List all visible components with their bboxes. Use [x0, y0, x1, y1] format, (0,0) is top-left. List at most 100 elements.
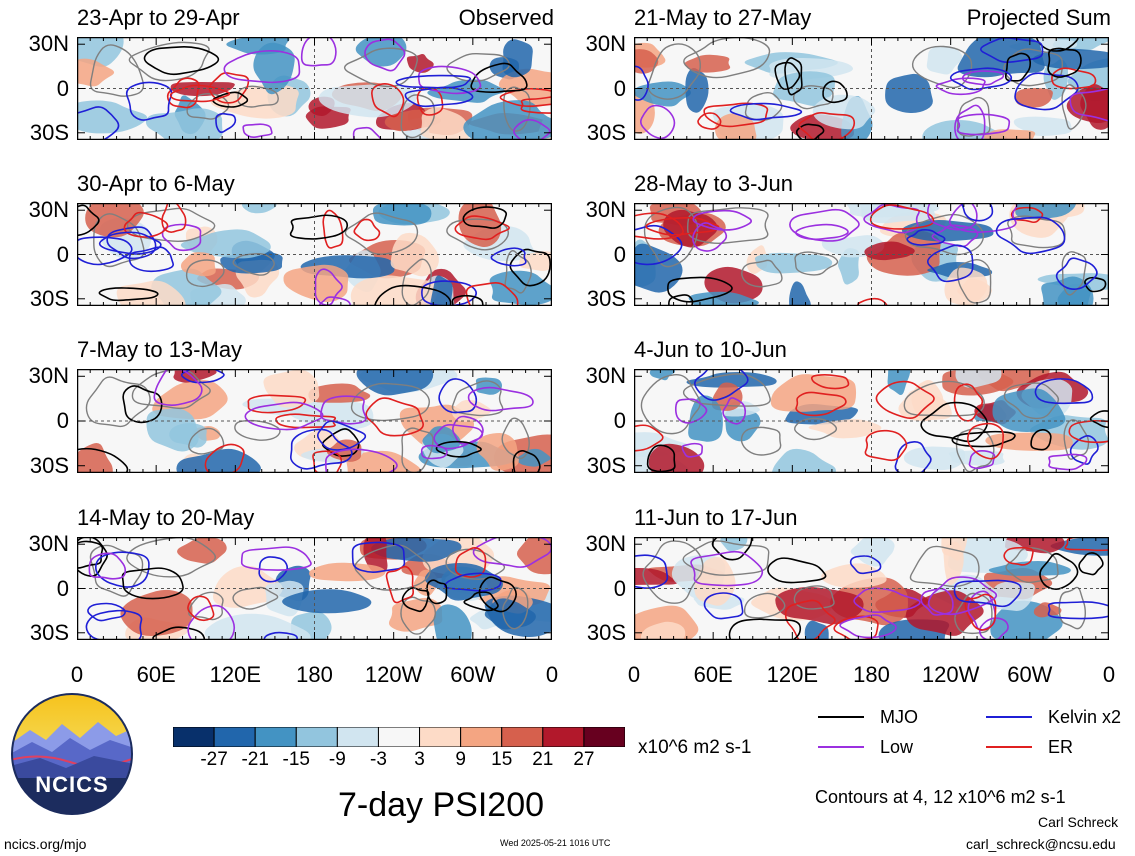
contour-line: [703, 592, 744, 620]
anomaly-region: [901, 220, 994, 242]
contour-line: [320, 395, 367, 425]
contour-line: [365, 397, 424, 437]
colorbar-tick-label: 15: [491, 749, 513, 770]
anomaly-region: [688, 291, 759, 306]
colorbar-swatch: [460, 727, 503, 747]
contour-line: [404, 86, 474, 108]
anomaly-region: [241, 203, 277, 214]
contour-line: [767, 557, 827, 584]
contour-line: [935, 77, 986, 96]
contour-line: [645, 216, 720, 236]
coastline: [344, 212, 419, 255]
contour-line: [968, 449, 996, 470]
anomaly-region: [898, 389, 952, 421]
contour-line: [435, 440, 482, 458]
coastline: [501, 417, 530, 460]
contour-line: [395, 74, 472, 89]
panel-tag-left: Observed: [458, 5, 554, 30]
lat-label: 0: [613, 241, 626, 267]
anomaly-region: [955, 369, 1002, 388]
contour-line: [1039, 552, 1079, 590]
anomaly-region: [885, 73, 933, 114]
contour-line: [681, 442, 703, 458]
lon-label: 0: [627, 662, 641, 687]
contour-line: [1084, 276, 1107, 293]
lat-label: 30N: [28, 531, 69, 557]
colorbar-tick-label: -3: [370, 749, 387, 770]
coastline: [642, 540, 704, 604]
map-panel: [77, 537, 552, 640]
lat-label: 30S: [29, 452, 69, 478]
contour-line: [77, 447, 129, 473]
contour-line: [223, 49, 301, 84]
anomaly-region: [1015, 88, 1053, 108]
contour-line: [289, 428, 353, 470]
anomaly-region: [804, 620, 829, 640]
contour-line: [906, 228, 946, 246]
map-panel: [77, 203, 552, 306]
contour-line: [634, 212, 684, 240]
lat-label: 30N: [585, 363, 626, 389]
contour-line: [1034, 378, 1094, 405]
contour-line: [438, 378, 478, 414]
contour-line: [875, 380, 935, 419]
coastline: [234, 419, 281, 441]
anomaly-region: [903, 446, 966, 471]
colorbar-tick-label: 3: [414, 749, 425, 770]
contour-line: [512, 450, 541, 473]
anomaly-region: [754, 252, 833, 274]
coastline: [793, 417, 838, 441]
ncics-logo: NCICS: [10, 692, 134, 816]
anomaly-region: [864, 241, 915, 261]
anomaly-region: [282, 589, 372, 614]
lat-label: 0: [56, 575, 69, 601]
contour-line: [433, 423, 484, 450]
anomaly-region: [519, 251, 552, 271]
contour-line: [634, 224, 683, 266]
contour-line: [77, 106, 120, 140]
panel-tag-right: Projected Sum: [966, 5, 1111, 30]
anomaly-region: [640, 621, 686, 640]
contour-line: [1055, 257, 1098, 290]
legend-label: Kelvin x2: [1048, 707, 1122, 727]
anomaly-region: [318, 84, 417, 118]
contour-line: [1014, 72, 1079, 111]
contour-line: [966, 422, 1005, 460]
colorbar-units: x10^6 m2 s-1: [638, 737, 752, 758]
contour-line: [1051, 67, 1097, 90]
contour-line: [161, 203, 187, 233]
contour-line: [520, 96, 552, 114]
footer-timestamp: Wed 2025-05-21 1016 UTC: [500, 838, 611, 848]
contour-line: [353, 218, 381, 242]
contour-line: [920, 587, 954, 616]
contour-line: [364, 38, 406, 72]
contour-line: [927, 203, 978, 231]
logo-text: NCICS: [35, 772, 109, 797]
anomaly-region: [356, 369, 434, 396]
contour-line: [312, 450, 343, 473]
anomaly-region: [775, 586, 864, 625]
contour-line: [351, 541, 406, 573]
contour-line: [927, 576, 998, 616]
contour-line: [128, 246, 174, 273]
coastline: [1003, 382, 1060, 420]
contour-line: [153, 369, 203, 406]
coastline: [401, 258, 432, 306]
colorbar-tick-label: -9: [328, 749, 346, 770]
lat-label: 30S: [586, 619, 626, 645]
coastline: [794, 251, 839, 276]
lon-label: 180: [296, 662, 333, 687]
contour-line: [215, 112, 237, 134]
colorbar-tick-label: -27: [200, 749, 228, 770]
contour-line: [1048, 453, 1088, 471]
anomaly-region: [420, 107, 471, 140]
lon-label: 120E: [209, 662, 262, 687]
contour-line: [263, 631, 298, 640]
coastline: [446, 52, 511, 83]
contour-line: [995, 216, 1066, 255]
contour-line: [77, 204, 100, 237]
lat-label: 0: [613, 575, 626, 601]
contour-line: [1064, 537, 1109, 552]
contour-line: [470, 62, 528, 94]
panel-title: 21-May to 27-May: [634, 5, 812, 30]
